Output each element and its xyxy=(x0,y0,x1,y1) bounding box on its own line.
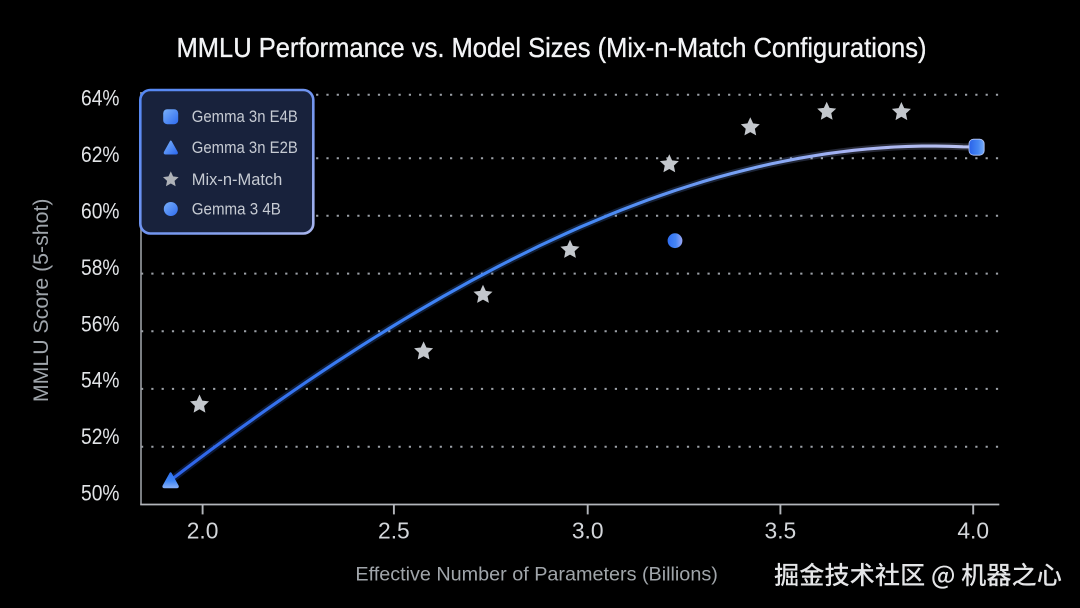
svg-text:MMLU Performance vs. Model Siz: MMLU Performance vs. Model Sizes (Mix-n-… xyxy=(177,32,927,63)
svg-text:62%: 62% xyxy=(81,142,120,167)
svg-text:52%: 52% xyxy=(81,424,120,449)
svg-text:58%: 58% xyxy=(81,255,120,280)
svg-text:Gemma 3 4B: Gemma 3 4B xyxy=(192,200,281,219)
svg-text:64%: 64% xyxy=(81,86,120,111)
svg-text:2.5: 2.5 xyxy=(378,518,410,544)
svg-text:3.0: 3.0 xyxy=(572,518,604,544)
svg-text:3.5: 3.5 xyxy=(765,518,797,544)
svg-text:MMLU Score (5-shot): MMLU Score (5-shot) xyxy=(29,199,53,403)
svg-text:2.0: 2.0 xyxy=(187,518,219,544)
svg-text:4.0: 4.0 xyxy=(957,518,989,544)
svg-text:Gemma 3n E2B: Gemma 3n E2B xyxy=(192,138,298,157)
svg-text:60%: 60% xyxy=(81,198,120,223)
svg-text:54%: 54% xyxy=(81,368,120,393)
svg-text:56%: 56% xyxy=(81,311,120,336)
svg-text:Gemma 3n E4B: Gemma 3n E4B xyxy=(192,107,298,126)
svg-text:50%: 50% xyxy=(81,481,120,506)
svg-text:Mix-n-Match: Mix-n-Match xyxy=(192,170,282,189)
svg-text:Effective Number of Parameters: Effective Number of Parameters (Billions… xyxy=(355,564,717,586)
